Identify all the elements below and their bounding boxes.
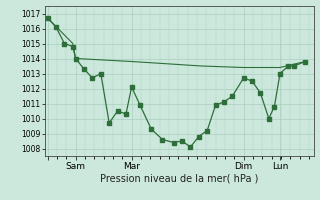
X-axis label: Pression niveau de la mer( hPa ): Pression niveau de la mer( hPa ) bbox=[100, 173, 258, 183]
